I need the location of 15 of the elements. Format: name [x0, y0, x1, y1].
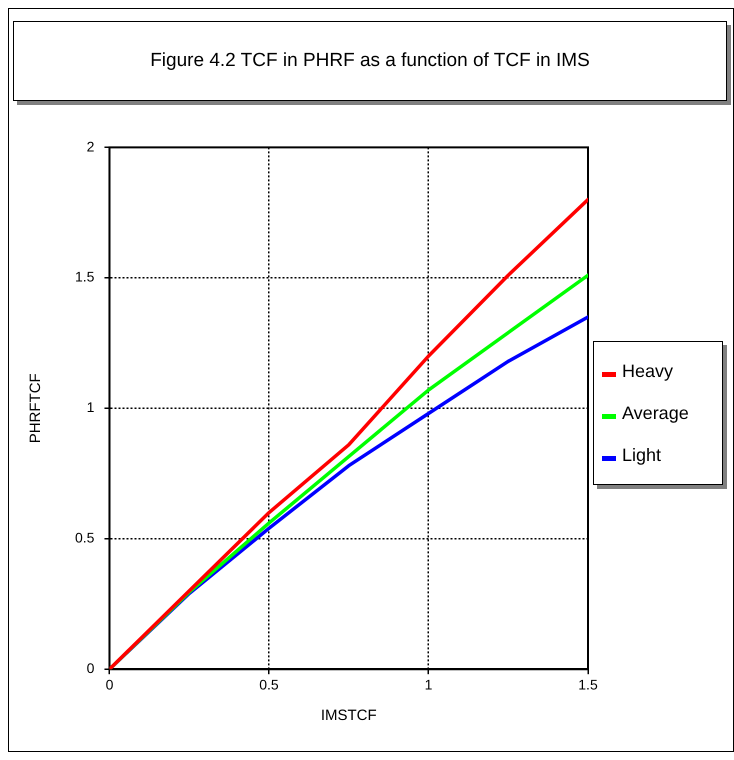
x-tick-label: 0	[106, 676, 114, 692]
legend-label: Heavy	[622, 360, 674, 382]
y-tick-label: 2	[86, 138, 95, 154]
legend-label: Light	[622, 444, 662, 466]
chart-title: Figure 4.2 TCF in PHRF as a function of TCF in IMS	[13, 21, 727, 101]
y-tick-label: 1.5	[74, 268, 95, 285]
x-axis-title: IMSTCF	[320, 707, 377, 724]
y-axis-title: PHRFTCF	[27, 373, 44, 444]
y-tick-label: 1	[86, 399, 95, 416]
y-tick-label: 0.5	[74, 530, 95, 546]
x-tick-label: 1	[424, 676, 433, 692]
y-tick-label: 0	[86, 660, 95, 676]
legend-label: Average	[622, 402, 689, 424]
x-tick-label: 0.5	[259, 676, 279, 692]
x-tick-label: 1.5	[578, 676, 598, 692]
